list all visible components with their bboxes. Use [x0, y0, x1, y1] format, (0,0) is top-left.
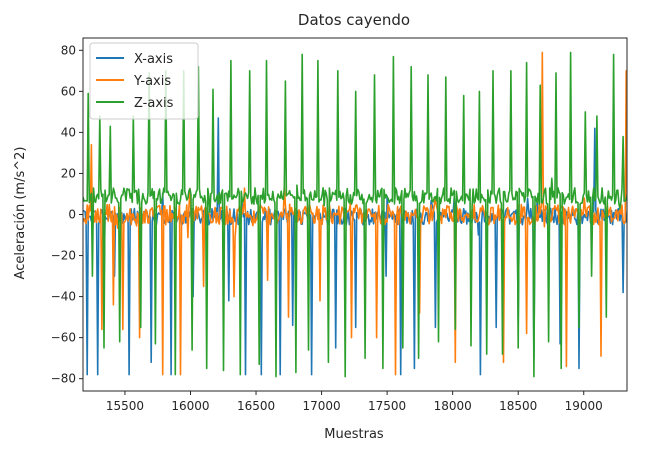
series-line-z-axis [83, 51, 627, 378]
y-tick-label: −20 [51, 249, 76, 263]
y-tick-label: 60 [61, 84, 76, 98]
legend-box [89, 42, 199, 120]
y-axis-label: Aceleración (m/s^2) [13, 147, 28, 280]
x-tick-label: 17000 [302, 399, 340, 413]
x-tick-label: 19000 [565, 399, 603, 413]
legend-label: Z-axis [134, 96, 174, 111]
x-tick-label: 15500 [106, 399, 144, 413]
y-tick-label: 0 [68, 208, 76, 222]
x-tick-label: 16000 [171, 399, 209, 413]
legend-label: X-axis [134, 52, 173, 67]
x-axis-ticks: 15500 16000 16500 17000 17500 18000 18500 19000 [106, 391, 603, 413]
y-tick-label: −40 [51, 290, 76, 304]
legend-label: Y-axis [133, 74, 171, 89]
y-axis-ticks: −80 −60 −40 −20 0 20 40 60 80 [51, 43, 83, 386]
x-tick-label: 18500 [499, 399, 537, 413]
y-tick-label: 80 [61, 43, 76, 57]
y-tick-label: 40 [61, 125, 76, 139]
y-tick-label: −60 [51, 331, 76, 345]
x-tick-label: 17500 [368, 399, 406, 413]
x-tick-label: 16500 [237, 399, 275, 413]
chart-title: Datos cayendo [298, 11, 410, 29]
y-tick-label: −80 [51, 372, 76, 386]
series-layer [83, 51, 627, 378]
x-tick-label: 18000 [434, 399, 472, 413]
legend: X-axis Y-axis Z-axis [89, 42, 199, 120]
x-axis-label: Muestras [324, 427, 384, 442]
y-tick-label: 20 [61, 166, 76, 180]
